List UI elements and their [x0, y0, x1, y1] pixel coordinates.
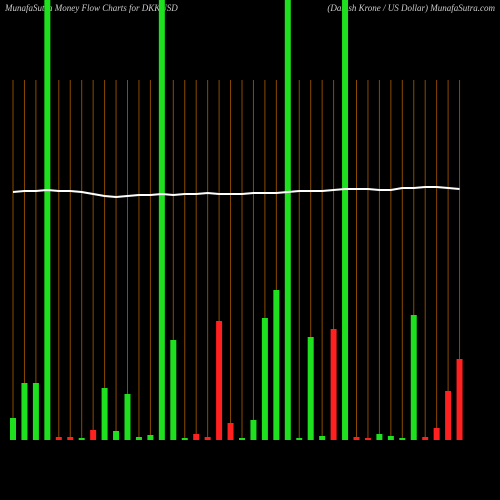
bar: [216, 321, 223, 440]
bar: [353, 437, 360, 440]
bar: [204, 437, 211, 440]
bar: [410, 315, 417, 440]
chart-subtitle: (Danish Krone / US Dollar) MunafaSutra.c…: [327, 3, 495, 13]
bar: [433, 428, 440, 440]
bar: [261, 318, 268, 440]
bar: [113, 431, 120, 440]
bar: [135, 437, 142, 440]
bar: [250, 420, 257, 440]
bar: [296, 438, 303, 440]
bar: [307, 337, 314, 440]
bar: [124, 394, 131, 440]
bar: [399, 438, 406, 440]
chart-title: MunafaSutra Money Flow Charts for DKKUSD: [4, 3, 178, 13]
bar: [90, 430, 97, 440]
bar: [78, 438, 85, 440]
bar: [284, 0, 291, 440]
bar: [101, 388, 108, 440]
bar: [32, 383, 39, 440]
bar: [44, 0, 51, 440]
bar: [342, 0, 349, 440]
bar: [273, 290, 280, 440]
bar: [445, 391, 452, 440]
bar: [387, 436, 394, 440]
bar: [21, 383, 28, 440]
bar: [67, 437, 74, 440]
bar: [10, 418, 16, 440]
bar: [227, 423, 234, 440]
bar: [158, 0, 165, 440]
bar: [364, 438, 371, 440]
bar: [456, 359, 463, 440]
bar: [193, 434, 200, 440]
price-line: [12, 186, 460, 199]
bar: [330, 329, 337, 440]
bar: [376, 434, 383, 440]
bar: [55, 437, 62, 440]
bar: [181, 438, 188, 440]
bar: [147, 435, 154, 440]
bar: [422, 437, 429, 440]
bar: [239, 438, 245, 440]
bar: [170, 340, 177, 440]
bar: [319, 436, 326, 440]
